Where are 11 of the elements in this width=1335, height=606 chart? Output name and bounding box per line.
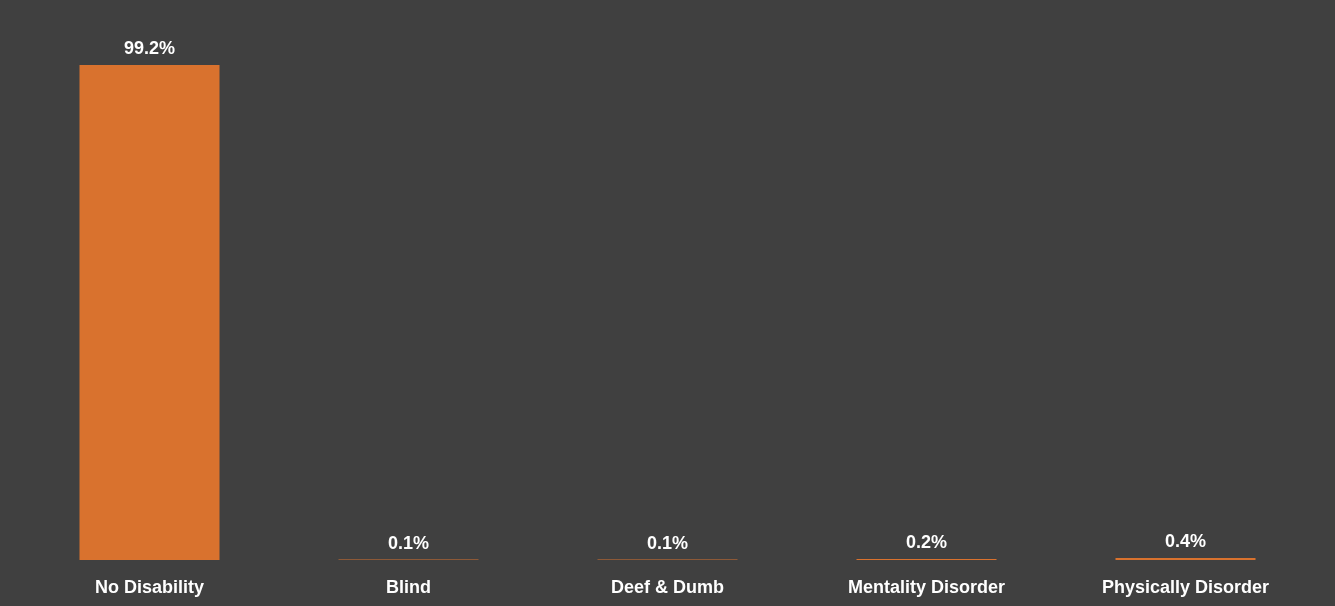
data-label: 0.4% bbox=[1164, 531, 1207, 551]
data-label: 99.2% bbox=[123, 38, 176, 58]
data-label: 0.1% bbox=[646, 532, 689, 553]
x-tick-label: No Disability bbox=[94, 576, 205, 597]
x-tick-label: Deef & Dumb bbox=[610, 576, 725, 597]
x-tick-label: Physically Disorder bbox=[1101, 576, 1270, 597]
x-tick-label: Blind bbox=[386, 576, 431, 597]
data-label: 0.1% bbox=[387, 532, 430, 553]
data-label: 0.2% bbox=[905, 532, 948, 552]
x-tick-label: Mentality Disorder bbox=[847, 576, 1006, 597]
bar bbox=[79, 65, 220, 560]
